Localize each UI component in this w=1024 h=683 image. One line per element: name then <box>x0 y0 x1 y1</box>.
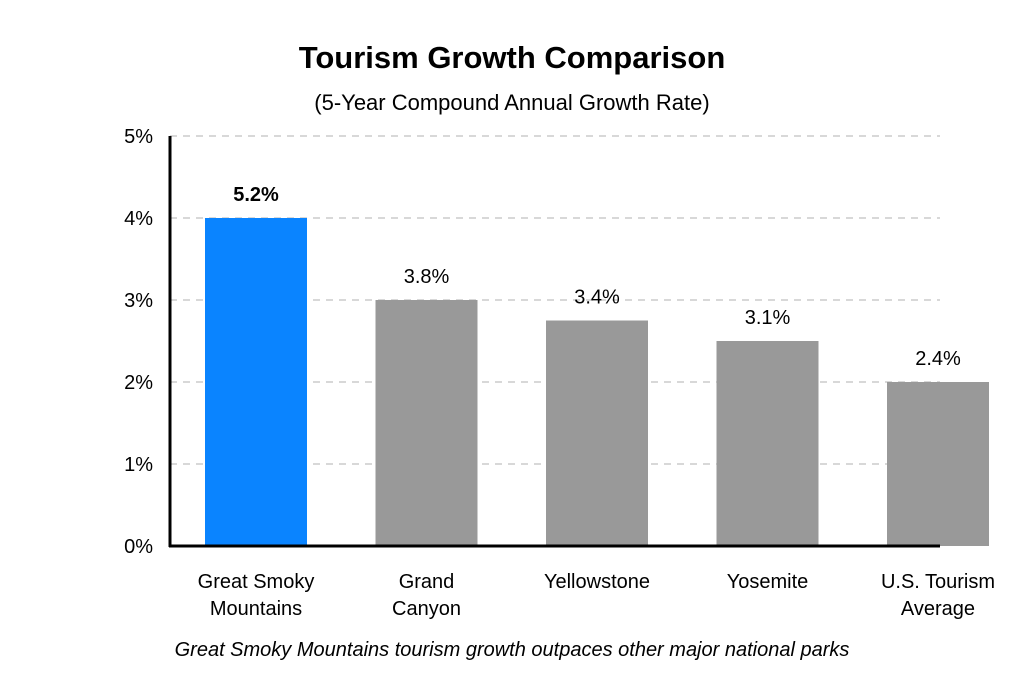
x-tick-label: Mountains <box>210 598 302 620</box>
data-label: 5.2% <box>233 184 279 206</box>
bar <box>375 300 478 546</box>
x-tick-label: Yellowstone <box>544 571 650 593</box>
bar <box>205 218 307 546</box>
x-tick-label: Yosemite <box>727 571 809 593</box>
y-tick-label: 2% <box>124 372 153 394</box>
chart-subtitle: (5-Year Compound Annual Growth Rate) <box>314 90 709 115</box>
data-label: 2.4% <box>915 348 961 370</box>
y-tick-label: 4% <box>124 208 153 230</box>
y-tick-label: 1% <box>124 454 153 476</box>
data-label: 3.1% <box>745 307 791 329</box>
x-tick-label: Canyon <box>392 598 461 620</box>
chart-caption: Great Smoky Mountains tourism growth out… <box>175 639 850 661</box>
y-tick-label: 5% <box>124 126 153 148</box>
x-tick-label: Great Smoky <box>198 571 315 593</box>
x-tick-label: U.S. Tourism <box>881 571 995 593</box>
bar <box>716 341 819 546</box>
chart-title: Tourism Growth Comparison <box>299 40 726 75</box>
data-label: 3.4% <box>574 287 620 309</box>
x-tick-label: Grand <box>399 571 455 593</box>
data-label: 3.8% <box>404 266 450 288</box>
x-tick-label: Average <box>901 598 975 620</box>
y-tick-label: 3% <box>124 290 153 312</box>
y-tick-label: 0% <box>124 536 153 558</box>
bar <box>546 320 648 546</box>
bar <box>887 382 989 546</box>
